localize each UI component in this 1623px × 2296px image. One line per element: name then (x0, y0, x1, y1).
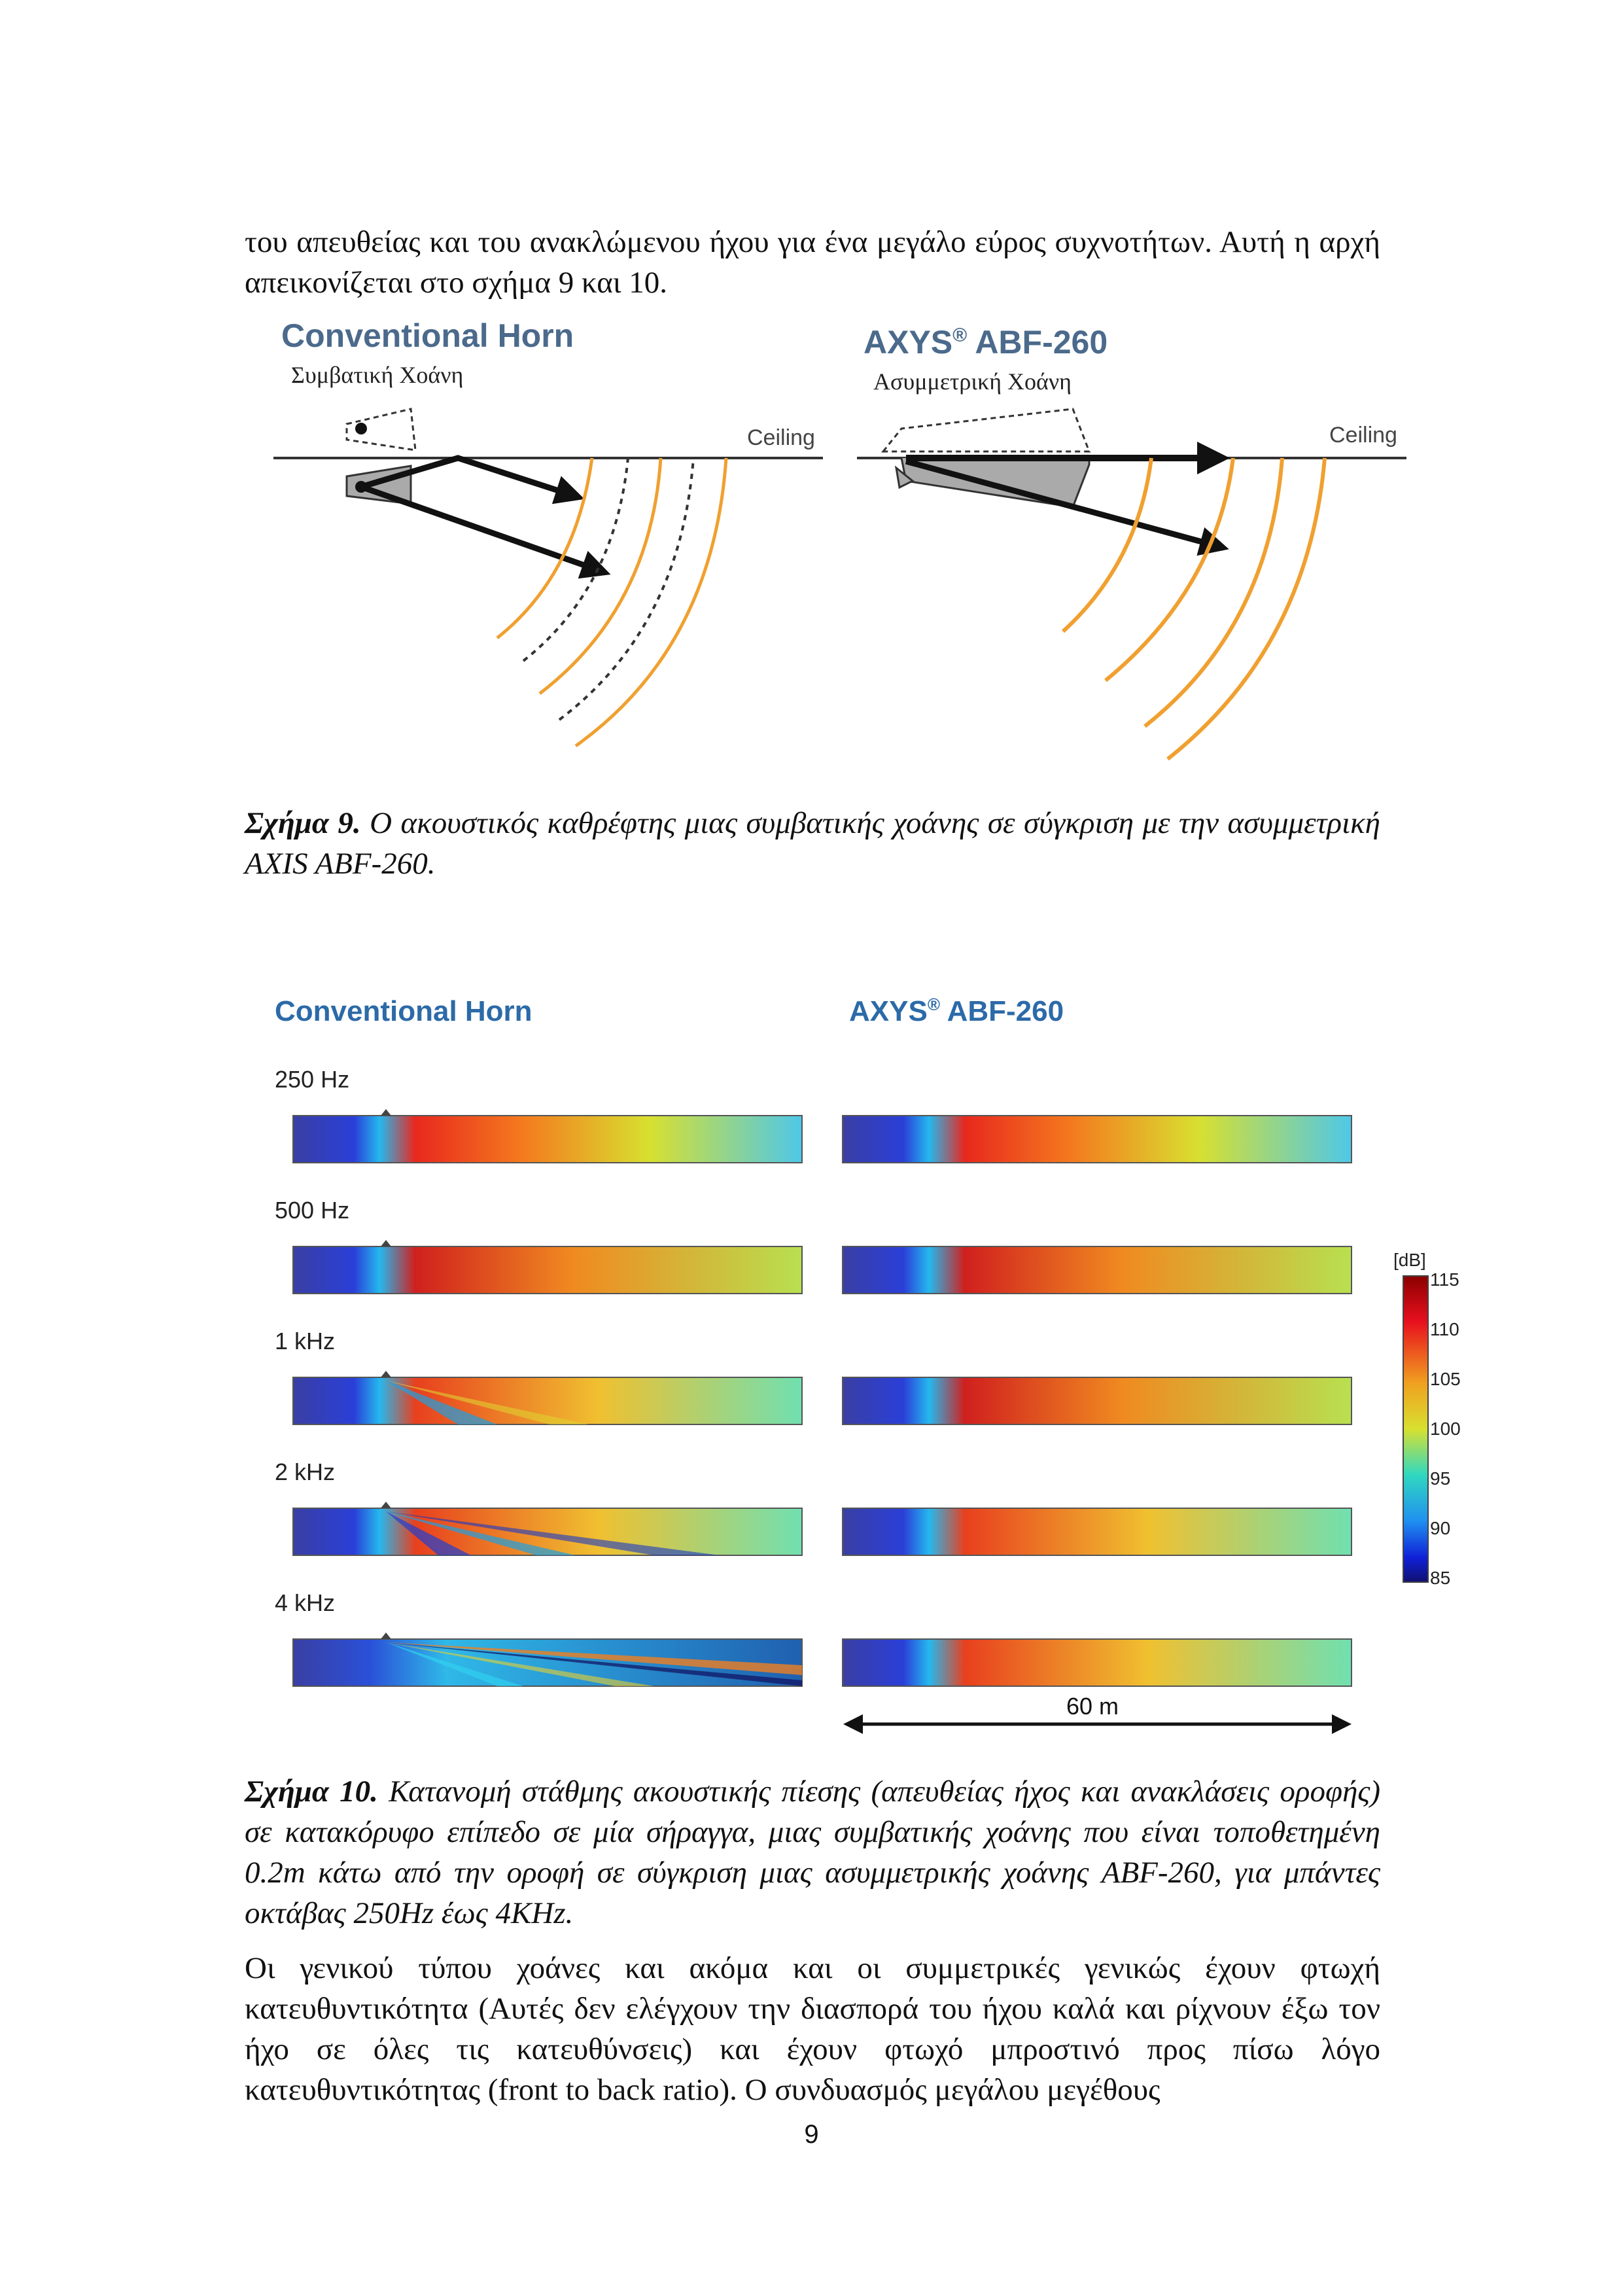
scale-label: 60 m (1066, 1693, 1119, 1720)
colorbar-ticks: 115 110 105 100 95 90 85 (1430, 1269, 1461, 1588)
abf260-heatmap-500hz (842, 1246, 1352, 1294)
colorbar-tick-115: 115 (1430, 1269, 1459, 1290)
colorbar (1403, 1275, 1429, 1583)
fig10-right-title: AXYS® ABF-260 (849, 995, 1064, 1027)
abf260-heatmap-250hz (842, 1115, 1352, 1163)
colorbar-unit: [dB] (1393, 1250, 1426, 1270)
fig9-right-virtual-horn (881, 408, 1091, 453)
fig9-left-virtual-source (355, 423, 367, 434)
conventional-heatmap-4khz (292, 1633, 803, 1687)
figure-10-caption-label: Σχήμα 10. (245, 1775, 378, 1809)
colorbar-tick-105: 105 (1430, 1369, 1461, 1389)
fig9-left-ceiling-label: Ceiling (747, 425, 815, 450)
figure-10-caption-text: Κατανομή στάθμης ακουστικής πίεσης (απευ… (245, 1775, 1381, 1930)
fig9-left-reflected-arrow (360, 455, 585, 504)
conventional-heatmap-250hz (292, 1109, 803, 1163)
fig9-right-direct-arrow (905, 458, 1229, 556)
band-label-500hz: 500 Hz (275, 1197, 349, 1224)
fig10-left-title: Conventional Horn (275, 995, 532, 1027)
band-label-2khz: 2 kHz (275, 1458, 335, 1485)
abf260-heatmap-2khz (842, 1508, 1352, 1556)
fig9-right-ceiling-label: Ceiling (1329, 423, 1397, 448)
fig9-left-subtitle: Συμβατική Χοάνη (291, 362, 463, 388)
conventional-heatmap-500hz (292, 1240, 803, 1294)
abf260-heatmap-4khz (842, 1638, 1352, 1687)
figure-9-caption: Σχήμα 9. Ο ακουστικός καθρέφτης μιας συμ… (245, 803, 1380, 884)
colorbar-tick-100: 100 (1430, 1419, 1461, 1439)
figure-10-caption: Σχήμα 10. Κατανομή στάθμης ακουστικής πί… (245, 1771, 1380, 1934)
abf260-heatmap-1khz (842, 1377, 1352, 1425)
fig9-left-wavefronts (496, 457, 728, 748)
fig9-right-horn-lip (894, 465, 915, 489)
conventional-heatmap-2khz (292, 1502, 803, 1556)
colorbar-tick-110: 110 (1430, 1319, 1459, 1339)
figure-9-diagram: Conventional Horn Συμβατική Χοάνη Ceilin… (273, 317, 1406, 761)
intro-paragraph: του απευθείας και του ανακλώμενου ήχου γ… (245, 225, 1380, 300)
closing-paragraph: Οι γενικού τύπου χοάνες και ακόμα και οι… (245, 1951, 1380, 2107)
colorbar-tick-95: 95 (1430, 1468, 1450, 1489)
fig9-right-title: AXYS® ABF-260 (864, 324, 1108, 361)
band-label-4khz: 4 kHz (275, 1589, 335, 1616)
fig9-left-title: Conventional Horn (281, 317, 574, 354)
band-label-250hz: 250 Hz (275, 1066, 349, 1093)
conventional-heatmap-1khz (292, 1371, 803, 1425)
colorbar-tick-85: 85 (1430, 1568, 1450, 1588)
band-label-1khz: 1 kHz (275, 1328, 335, 1354)
colorbar-tick-90: 90 (1430, 1518, 1450, 1538)
fig9-right-wavefronts (1061, 457, 1327, 761)
fig9-right-subtitle: Ασυμμετρική Χοάνη (873, 368, 1072, 395)
figure-10-heatmaps: Conventional Horn AXYS® ABF-260 250 Hz 5… (275, 995, 1461, 1734)
page-number: 9 (804, 2120, 819, 2149)
figure-9-caption-label: Σχήμα 9. (245, 806, 361, 840)
figure-9-caption-text: Ο ακουστικός καθρέφτης μιας συμβατικής χ… (245, 806, 1380, 881)
fig9-left-direct-arrow (360, 484, 611, 579)
